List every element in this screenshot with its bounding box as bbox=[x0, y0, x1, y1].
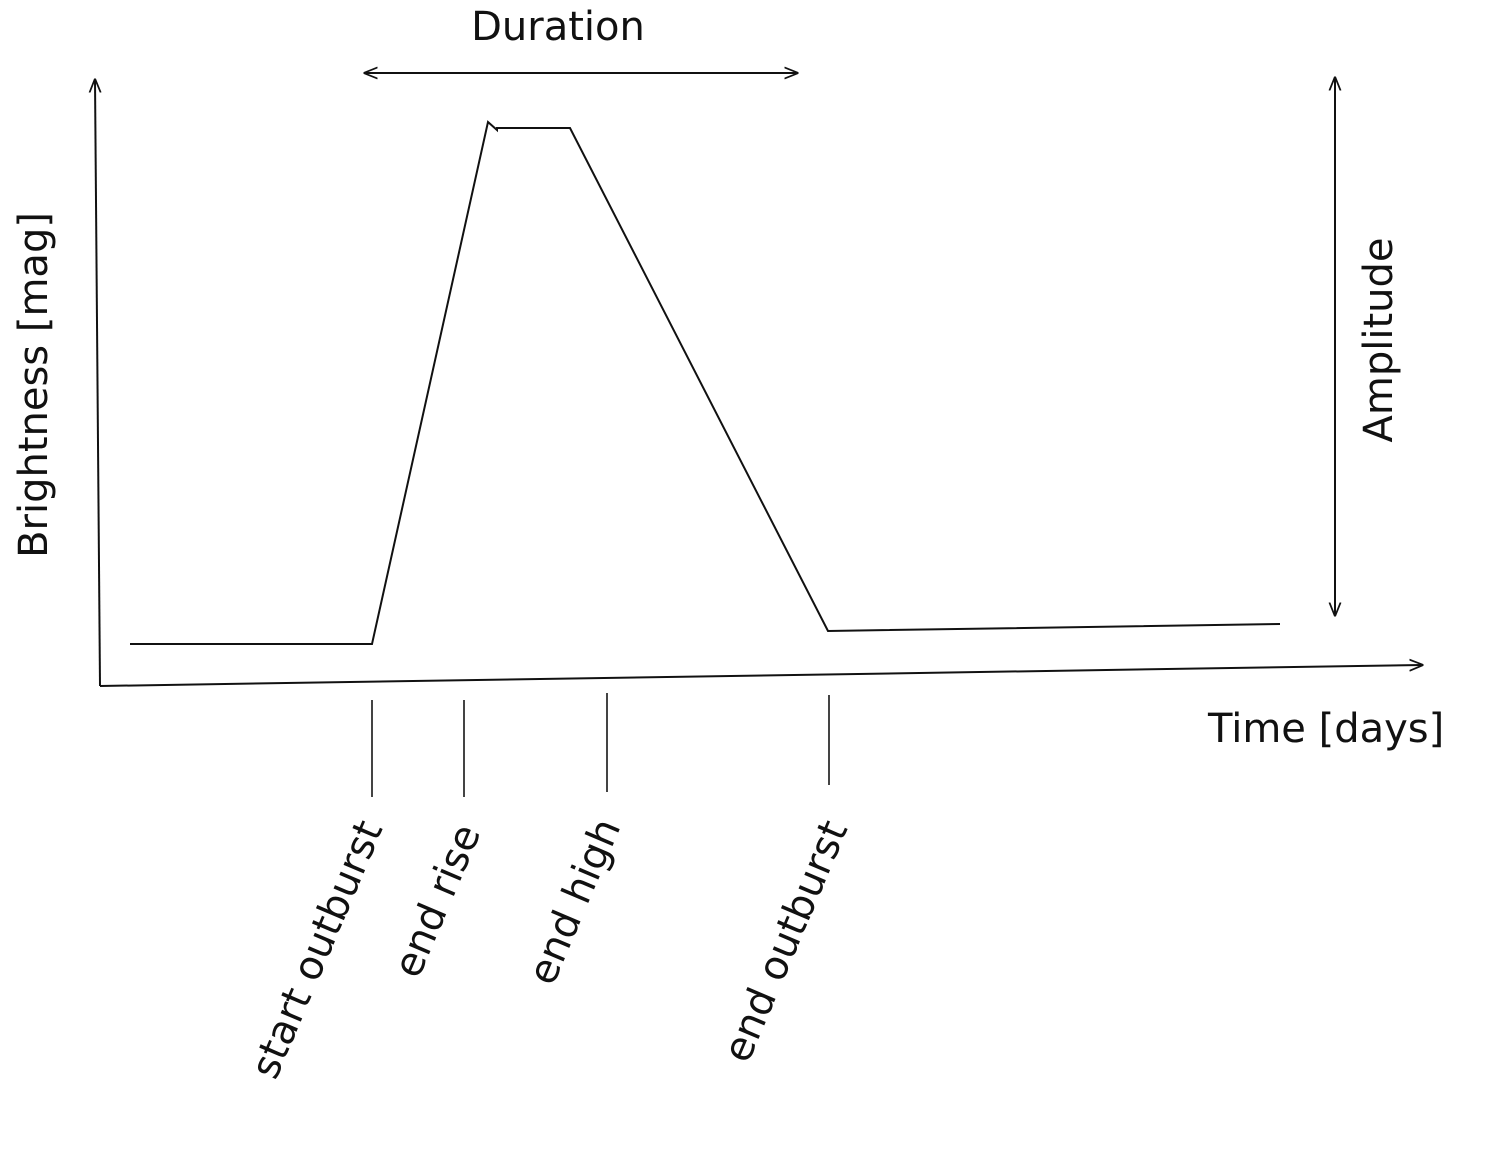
marker-label: end rise bbox=[385, 818, 490, 984]
marker-label: end high bbox=[519, 812, 630, 991]
marker-label: end outburst bbox=[714, 814, 857, 1069]
light-curve bbox=[130, 120, 1281, 645]
y-axis bbox=[95, 80, 100, 687]
y-axis-label: Brightness [mag] bbox=[11, 212, 57, 558]
duration-label: Duration bbox=[471, 4, 645, 50]
amplitude-label: Amplitude bbox=[1356, 238, 1402, 443]
marker-label: start outburst bbox=[242, 814, 392, 1085]
x-axis bbox=[99, 665, 1422, 687]
x-axis-label: Time [days] bbox=[1207, 706, 1444, 752]
